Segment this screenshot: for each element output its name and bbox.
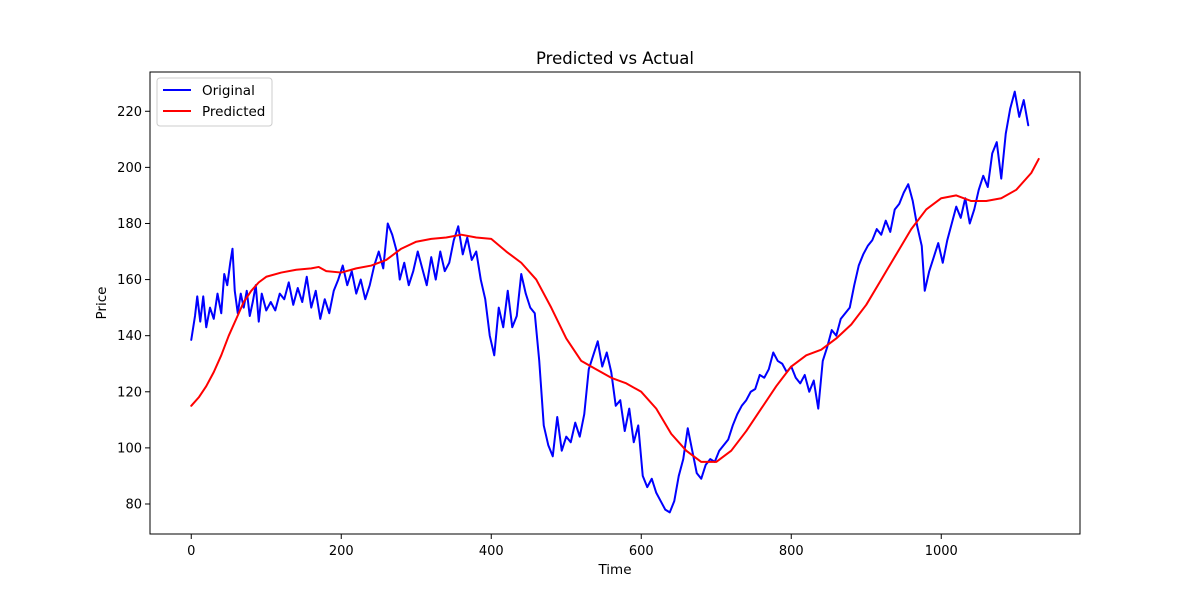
x-axis-label: Time: [597, 562, 631, 578]
chart-title: Predicted vs Actual: [536, 49, 694, 68]
legend: Original Predicted: [156, 77, 273, 127]
y-tick-label: 200: [117, 161, 142, 176]
plot-frame: [149, 71, 1081, 535]
y-axis-ticks: 80 100 120 140 160 180 200 220: [117, 105, 150, 512]
x-tick-label: 600: [629, 544, 654, 559]
legend-label-predicted: Predicted: [202, 104, 265, 120]
series-line-original: [190, 90, 1030, 514]
x-tick-label: 1000: [925, 544, 958, 559]
y-tick-label: 160: [117, 273, 142, 288]
y-tick-label: 120: [117, 385, 142, 400]
series-line-predicted: [190, 157, 1040, 463]
x-tick-label: 200: [329, 544, 354, 559]
y-tick-label: 220: [117, 105, 142, 120]
plot-lines: [190, 90, 1040, 514]
legend-label-original: Original: [202, 83, 255, 99]
x-tick-label: 800: [779, 544, 804, 559]
x-tick-label: 400: [479, 544, 504, 559]
y-tick-label: 80: [125, 497, 142, 512]
y-axis-label: Price: [94, 287, 110, 320]
x-axis-ticks: 0 200 400 600 800 1000: [187, 534, 958, 559]
y-tick-label: 100: [117, 441, 142, 456]
x-tick-label: 0: [187, 544, 195, 559]
y-tick-label: 180: [117, 217, 142, 232]
y-tick-label: 140: [117, 329, 142, 344]
